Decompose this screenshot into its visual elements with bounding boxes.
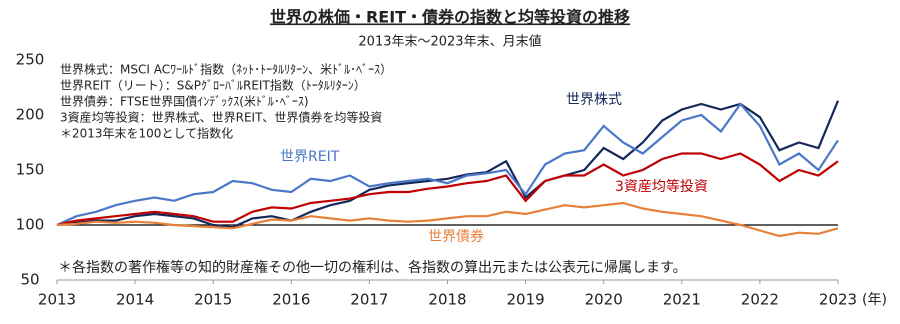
chart-subtitle: 2013年末〜2023年末、月末値 [358,34,541,50]
series-label: 世界債券 [428,229,484,245]
series-label: 3資産均等投資 [615,178,708,195]
x-tick-label: 2021 [663,291,701,309]
x-tick-label: 2019 [507,291,545,309]
series-line [56,100,840,229]
x-tick-label: 2020 [585,291,623,309]
series-line [56,152,839,227]
note: 3資産均等投資：世界株式、世界REIT、世界債券を均等投資 [60,110,382,125]
x-tick-label: 2018 [428,291,466,309]
series-line [56,201,839,238]
x-unit: (年) [862,292,887,308]
y-tick-label: 100 [16,216,45,234]
note: 世界REIT（リート）：S&PｸﾞﾛｰﾊﾞﾙREIT指数（ﾄｰﾀﾙﾘﾀｰﾝ） [60,78,366,93]
footnote: ＊各指数の著作権等の知的財産権その他一切の権利は、各指数の算出元または公表元に帰… [58,259,687,276]
series-label: 世界株式 [566,92,622,108]
note: 世界株式：MSCI ACﾜｰﾙﾄﾞ指数（ﾈｯﾄ･ﾄｰﾀﾙﾘﾀｰﾝ、米ﾄﾞﾙ･ﾍﾞ… [60,62,392,77]
series-label: 世界REIT [280,149,340,165]
chart-title: 世界の株価・REIT・債券の指数と均等投資の推移 [270,8,630,27]
x-tick-label: 2023 [819,291,857,309]
note: 世界債券：FTSE世界国債ｲﾝﾃﾞｯｸｽ(米ﾄﾞﾙ･ﾍﾞｰｽ) [60,94,309,109]
x-tick-label: 2014 [116,291,154,309]
series-line [56,102,839,227]
x-tick-label: 2015 [194,291,232,309]
note: ＊2013年末を100として指数化 [60,126,233,141]
y-tick-label: 150 [16,161,45,179]
x-tick-label: 2016 [272,291,310,309]
x-tick-label: 2017 [350,291,388,309]
x-tick-label: 2013 [38,291,76,309]
y-tick-label: 250 [16,51,45,69]
x-tick-label: 2022 [741,291,779,309]
y-tick-label: 50 [20,271,39,289]
y-tick-label: 200 [16,106,45,124]
